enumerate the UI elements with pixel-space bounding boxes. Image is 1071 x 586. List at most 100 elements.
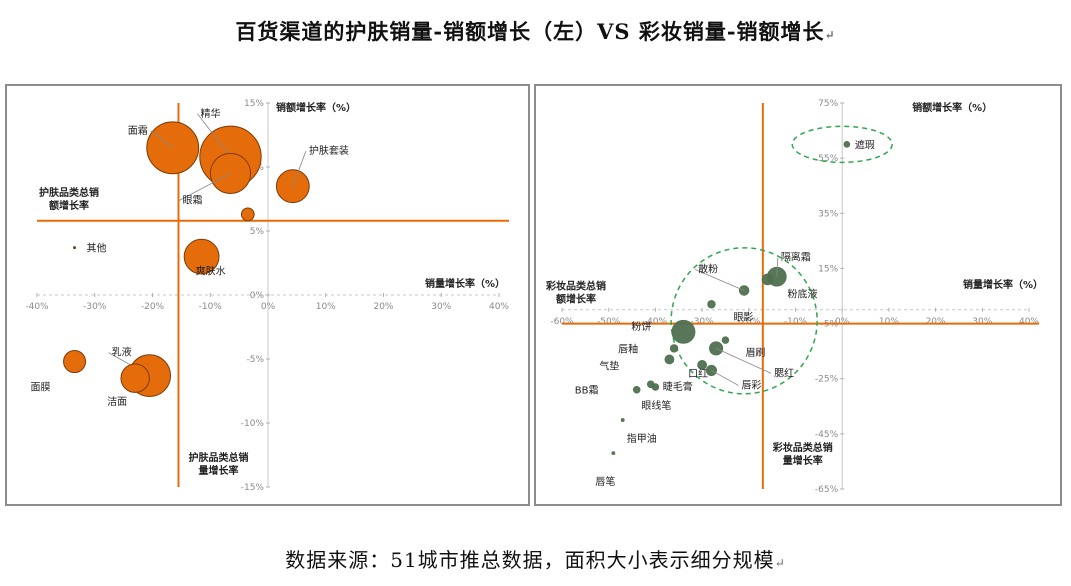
total-volume-growth-label: 彩妆品类总销 [772,441,833,454]
x-tick-label: -20% [141,302,165,312]
makeup-bubble-chart: -60% -50% -40% -30% -20% -10% 0% 10% 20% 30% 40% 75… [545,99,1043,495]
bubble-label: BB霜 [575,385,599,397]
x-tick-label: 40% [489,302,509,312]
source-note: 数据来源：51城市推总数据，面积大小表示细分规模↵ [285,548,786,572]
bubble [183,238,220,275]
y-tick-label: 15% [244,99,264,109]
x-tick-label: -20% [737,317,761,327]
y-tick-label: -10% [241,419,265,429]
y-tick-label: 35% [818,209,838,219]
total-value-growth-label: 额增长率 [49,199,89,212]
bubble-label: 唇彩 [741,379,761,391]
bubble [669,344,679,353]
y-tick-label: 55% [818,154,838,164]
bubble [709,341,724,356]
bubble-label: 洁面 [107,395,127,408]
total-value-growth-label: 护肤品类总销 [39,186,99,199]
bubble-label: 眼霜 [182,194,202,206]
bubble-label: 眉刷 [745,347,765,359]
y-tick-label: -5% [246,355,264,365]
bubble-label: 口红 [688,367,708,380]
y-tick-label: 75% [818,99,838,109]
x-tick-label: 40% [1019,317,1039,327]
bubble [620,418,625,422]
total-value-growth-label: 彩妆品类总销 [545,280,606,293]
bubble-label: 唇釉 [618,342,638,355]
bubble-label: 精华 [200,107,220,120]
leader-line [694,269,745,291]
bubble-label: 护肤套装 [309,144,349,157]
bubble-label: 面霜 [128,125,148,137]
x-axis-title: 销量增长率（%） [425,277,505,290]
bubble-label: 遮瑕 [855,138,875,151]
bubble-label: 散粉 [698,262,718,275]
x-tick-label: 30% [972,317,992,327]
y-tick-label: -65% [815,485,839,495]
bubble [73,246,77,250]
total-volume-growth-label: 量增长率 [783,454,823,467]
y-tick-label: -25% [815,375,839,385]
leader-line [776,257,779,277]
x-tick-label: -30% [83,302,107,312]
y-tick-label: -45% [815,430,839,440]
leader-line [715,348,772,374]
bubble-label: 粉底液 [787,287,817,300]
x-tick-label: 30% [431,302,451,312]
bubble [209,152,252,194]
bubble-label: 面膜 [31,382,51,394]
x-tick-label: 0% [835,317,850,327]
x-tick-label: 20% [926,317,946,327]
total-value-growth-label: 额增长率 [556,293,596,306]
x-tick-label: 10% [879,317,899,327]
highlight-circle [670,247,818,395]
x-tick-label: -40% [644,317,668,327]
bubble [120,363,150,393]
bubble-label: 腮红 [774,366,794,379]
x-tick-label: -10% [784,317,808,327]
leader-line [179,173,231,201]
bubble [843,141,851,148]
bubble [697,360,708,370]
x-tick-label: -10% [199,302,223,312]
bubble [146,121,200,175]
page-title: 百货渠道的护肤销量-销额增长（左）VS 彩妆销量-销额增长↵ [235,19,836,44]
y-axis-title: 销额增长率（%） [276,101,356,114]
bubble-label: 眼线笔 [641,399,671,412]
bubble-label: 乳液 [112,346,132,359]
bubble [611,451,616,456]
bubble [707,300,716,309]
bubble-label: 气垫 [599,359,619,372]
highlight-ellipse [791,125,893,164]
x-tick-label: 0% [261,302,276,312]
bubble-label: 睫毛膏 [663,380,693,393]
bubble [761,273,774,286]
bubble [632,385,641,394]
y-tick-label: -15% [241,483,265,493]
total-volume-growth-label: 量增长率 [198,464,238,477]
total-volume-growth-label: 护肤品类总销 [188,451,248,464]
bubble [721,336,730,344]
y-tick-label: 0% [250,291,265,301]
bubble-label: 其他 [87,242,107,255]
x-tick-label: -60% [550,317,574,327]
paragraph-mark: ↵ [774,556,786,570]
bubble [651,383,660,391]
bubble [240,207,255,222]
bubble [671,319,696,344]
x-tick-label: 10% [316,302,336,312]
leader-line [292,151,307,187]
bubble-label: 唇笔 [595,475,615,488]
leader-line [711,370,739,386]
x-axis-title: 销量增长率（%） [963,278,1043,291]
bubble-label: 粉饼 [631,320,651,333]
paragraph-mark: ↵ [824,28,836,42]
y-axis-title: 销额增长率（%） [912,101,992,114]
leader-line [197,113,231,158]
makeup-chart-panel: -60% -50% -40% -30% -20% -10% 0% 10% 20% 30% 40% 75… [534,84,1062,506]
bubble [63,350,87,374]
x-tick-label: -40% [25,302,49,312]
skincare-bubble-chart: -40%-30%-20%-10%0%10%20%30%40%15%10%5%0%… [25,99,509,493]
x-tick-label: -50% [597,317,621,327]
bubble-label: 指甲油 [627,432,657,445]
x-tick-label: -30% [690,317,714,327]
